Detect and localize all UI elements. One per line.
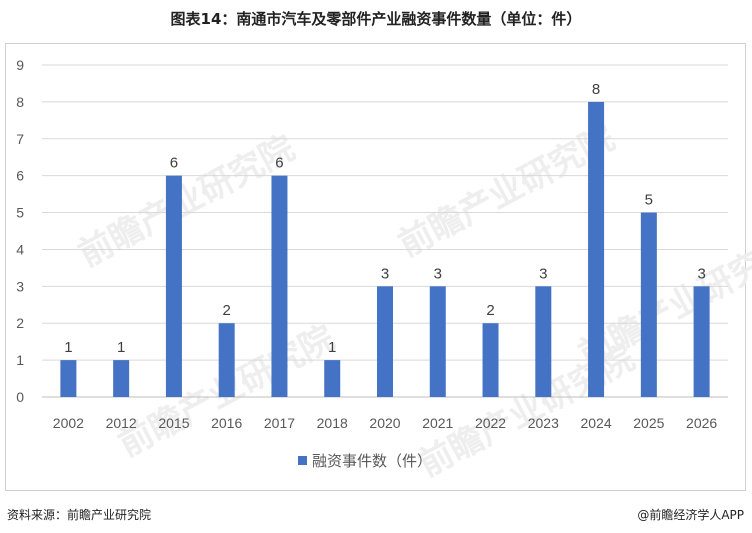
data-label-2022: 2 <box>486 302 494 319</box>
y-tick-label: 6 <box>16 168 24 184</box>
bar-2025 <box>640 212 657 397</box>
chart-panel: 前瞻产业研究院 前瞻产业研究院 前瞻产业研究院 前瞻产业研究院 前瞻产业研究院 <box>5 43 752 491</box>
bar-2018 <box>324 360 341 397</box>
bar-2024 <box>588 101 605 397</box>
data-label-2024: 8 <box>592 81 600 98</box>
x-tick-label-2025: 2025 <box>633 415 664 431</box>
y-tick-label: 1 <box>16 352 24 368</box>
chart-title: 图表14：南通市汽车及零部件产业融资事件数量（单位：件） <box>170 10 582 28</box>
data-label-2020: 3 <box>381 265 389 282</box>
data-label-2026: 3 <box>697 265 705 282</box>
data-label-2023: 3 <box>539 265 547 282</box>
data-label-2017: 6 <box>275 155 283 172</box>
bar-2023 <box>535 286 552 397</box>
x-tick-label-2002: 2002 <box>53 415 84 431</box>
data-label-2018: 1 <box>328 339 336 356</box>
bar-2016 <box>218 323 235 397</box>
y-tick-label: 3 <box>16 278 24 294</box>
legend-label: 融资事件数（件） <box>312 452 432 470</box>
y-tick-label: 4 <box>16 241 24 257</box>
bar-2026 <box>693 286 710 397</box>
data-label-2021: 3 <box>434 265 442 282</box>
x-tick-label-2023: 2023 <box>528 415 559 431</box>
source-note: 资料来源：前瞻产业研究院 <box>7 508 152 522</box>
x-tick-label-2015: 2015 <box>158 415 189 431</box>
y-tick-label: 5 <box>16 205 24 221</box>
data-label-2016: 2 <box>223 302 231 319</box>
legend-swatch <box>298 456 307 465</box>
bar-2017 <box>271 175 288 397</box>
data-label-2015: 6 <box>170 155 178 172</box>
x-tick-label-2022: 2022 <box>475 415 506 431</box>
y-tick-label: 8 <box>16 94 24 110</box>
data-label-2002: 1 <box>64 339 72 356</box>
x-tick-label-2026: 2026 <box>686 415 717 431</box>
x-tick-label-2016: 2016 <box>211 415 242 431</box>
y-tick-label: 2 <box>16 315 24 331</box>
bar-2022 <box>482 323 499 397</box>
bar-2020 <box>377 286 393 397</box>
bar-2015 <box>165 175 182 397</box>
brand-credit: @前瞻经济学人APP <box>637 508 744 522</box>
x-tick-label-2021: 2021 <box>422 415 453 431</box>
y-tick-label: 9 <box>16 57 24 73</box>
x-tick-label-2020: 2020 <box>369 415 400 431</box>
bar-2012 <box>113 360 130 397</box>
bar-2002 <box>60 360 77 397</box>
y-tick-label: 0 <box>16 389 24 405</box>
data-label-2025: 5 <box>645 192 653 209</box>
x-tick-label-2017: 2017 <box>264 415 295 431</box>
x-tick-label-2024: 2024 <box>580 415 611 431</box>
data-label-2012: 1 <box>117 339 125 356</box>
y-tick-label: 7 <box>16 131 24 147</box>
x-tick-label-2012: 2012 <box>106 415 137 431</box>
bar-2021 <box>429 286 446 397</box>
x-tick-label-2018: 2018 <box>317 415 348 431</box>
